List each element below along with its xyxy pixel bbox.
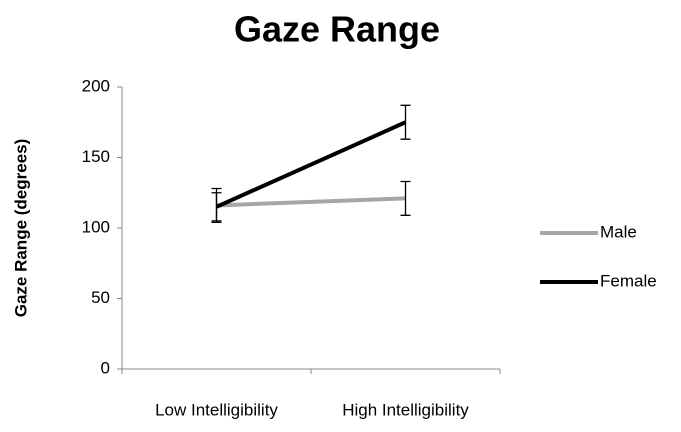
legend-label: Male bbox=[600, 222, 637, 241]
legend-label: Female bbox=[600, 271, 657, 290]
error-bar bbox=[211, 192, 222, 222]
error-bar bbox=[400, 180, 411, 216]
chart-title: Gaze Range bbox=[234, 9, 440, 50]
y-axis-label: Gaze Range (degrees) bbox=[11, 139, 30, 318]
y-tick-label: 200 bbox=[82, 76, 110, 95]
y-tick-label: 150 bbox=[82, 147, 110, 166]
series-line bbox=[216, 196, 406, 208]
y-tick-label: 50 bbox=[91, 288, 110, 307]
error-bar bbox=[400, 104, 411, 140]
y-tick-label: 0 bbox=[101, 358, 110, 377]
y-tick-label: 100 bbox=[82, 217, 110, 236]
x-tick-label: High Intelligibility bbox=[342, 400, 469, 419]
series-line bbox=[215, 120, 407, 209]
x-tick-label: Low Intelligibility bbox=[155, 400, 278, 419]
